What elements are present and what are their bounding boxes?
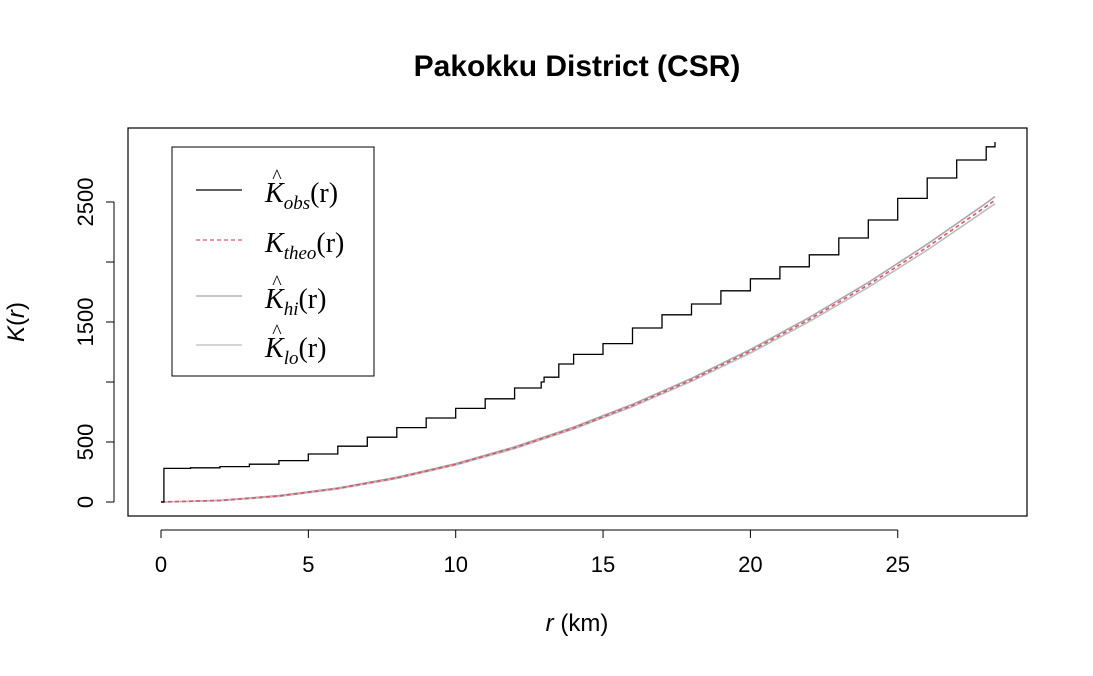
legend-label: Kobs(r) bbox=[264, 178, 338, 214]
y-tick-label: 500 bbox=[73, 424, 98, 461]
legend-label: Ktheo(r) bbox=[264, 228, 344, 264]
x-tick-label: 0 bbox=[155, 552, 167, 577]
y-axis-label: K(r) bbox=[3, 302, 30, 342]
legend-label-arg: (r) bbox=[298, 284, 326, 315]
y-axis-label-var: K bbox=[3, 325, 30, 342]
legend-label-arg: (r) bbox=[310, 178, 338, 209]
x-axis-label-unit: (km) bbox=[554, 610, 609, 637]
x-tick-label: 25 bbox=[886, 552, 910, 577]
legend-label-sub: lo bbox=[284, 348, 299, 369]
x-axis-label: r (km) bbox=[546, 610, 609, 637]
legend-label-base: K bbox=[264, 333, 285, 364]
chart-title: Pakokku District (CSR) bbox=[414, 50, 741, 83]
legend-label-arg: (r) bbox=[298, 333, 326, 364]
y-axis: 0 500 1500 2500 bbox=[73, 178, 115, 508]
series-layer bbox=[160, 142, 996, 503]
y-tick-label: 1500 bbox=[73, 298, 98, 347]
x-axis: 0 5 10 15 20 25 bbox=[155, 529, 910, 577]
legend-label-base: K bbox=[264, 228, 285, 259]
series-line-theo bbox=[160, 199, 996, 503]
x-axis-label-var: r bbox=[546, 610, 555, 637]
legend-label: Klo(r) bbox=[264, 333, 326, 369]
x-tick-label: 15 bbox=[591, 552, 615, 577]
legend: Kobs(r)^Ktheo(r)Khi(r)^Klo(r)^ bbox=[171, 146, 375, 377]
legend-hat: ^ bbox=[272, 272, 282, 294]
y-axis-label-open: ( bbox=[3, 318, 30, 326]
x-tick-label: 10 bbox=[443, 552, 467, 577]
y-tick-label: 0 bbox=[73, 496, 98, 508]
legend-label-sub: theo bbox=[284, 243, 317, 264]
series-line-obs bbox=[161, 142, 996, 503]
x-tick-label: 5 bbox=[302, 552, 314, 577]
legend-label-sub: obs bbox=[284, 193, 310, 214]
legend-label-base: K bbox=[264, 178, 285, 209]
legend-hat: ^ bbox=[272, 166, 282, 188]
plot-frame bbox=[127, 127, 1028, 517]
y-tick-label: 2500 bbox=[73, 178, 98, 227]
legend-label-base: K bbox=[264, 284, 285, 315]
y-axis-label-close: ) bbox=[3, 302, 30, 310]
legend-box bbox=[171, 146, 375, 377]
legend-label-arg: (r) bbox=[316, 228, 344, 259]
legend-hat: ^ bbox=[272, 321, 282, 343]
legend-label: Khi(r) bbox=[264, 284, 326, 320]
legend-label-sub: hi bbox=[284, 299, 299, 320]
x-tick-label: 20 bbox=[738, 552, 762, 577]
y-axis-label-arg: r bbox=[3, 309, 30, 318]
